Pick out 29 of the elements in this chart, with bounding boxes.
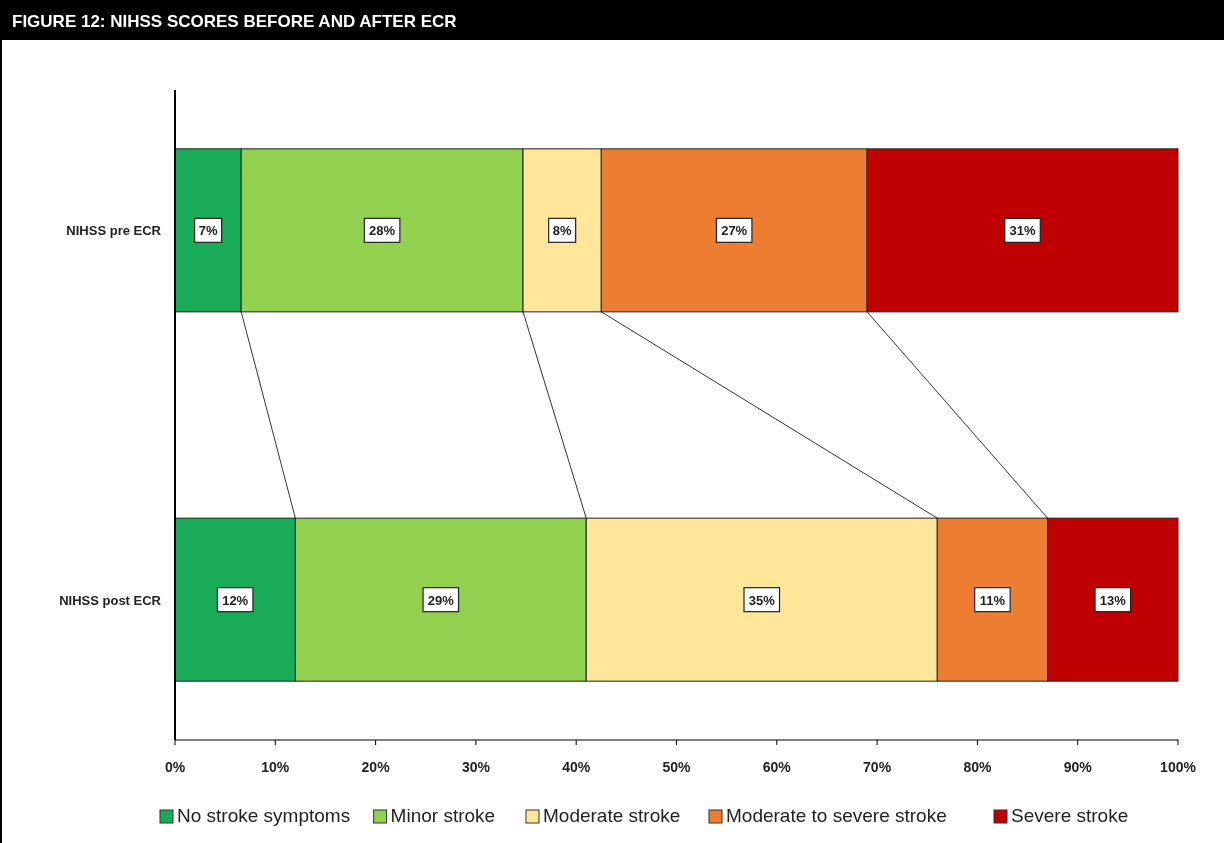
chart-title: FIGURE 12: NIHSS SCORES BEFORE AND AFTER ECR [12, 12, 457, 31]
data-label: 8% [552, 223, 572, 239]
legend-label: Severe stroke [1011, 805, 1129, 826]
x-tick-label: 60% [762, 759, 792, 775]
data-label: 28% [369, 223, 396, 239]
y-tick-label: NIHSS pre ECR [66, 223, 162, 239]
data-label: 11% [979, 592, 1006, 608]
legend-label: No stroke symptoms [177, 805, 351, 826]
x-tick-label: 70% [863, 759, 892, 775]
x-tick-label: 40% [562, 759, 591, 775]
data-label: 29% [427, 592, 455, 608]
legend-label: Moderate to severe stroke [726, 805, 947, 826]
data-label: 27% [721, 223, 748, 239]
legend-label: Moderate stroke [543, 805, 681, 826]
data-label: 12% [222, 592, 249, 608]
x-tick-label: 100% [1160, 759, 1197, 775]
data-label: 35% [748, 592, 776, 608]
x-tick-label: 10% [261, 759, 290, 775]
data-label: 7% [198, 223, 218, 239]
x-tick-label: 90% [1063, 759, 1093, 775]
x-tick-label: 30% [461, 759, 491, 775]
y-tick-label: NIHSS post ECR [59, 592, 162, 608]
x-tick-label: 20% [361, 759, 391, 775]
x-tick-label: 80% [963, 759, 992, 775]
x-tick-label: 50% [662, 759, 692, 775]
data-label: 31% [1009, 223, 1036, 239]
data-label: 13% [1099, 592, 1127, 608]
x-tick-label: 0% [164, 759, 186, 775]
legend-label: Minor stroke [390, 805, 496, 826]
